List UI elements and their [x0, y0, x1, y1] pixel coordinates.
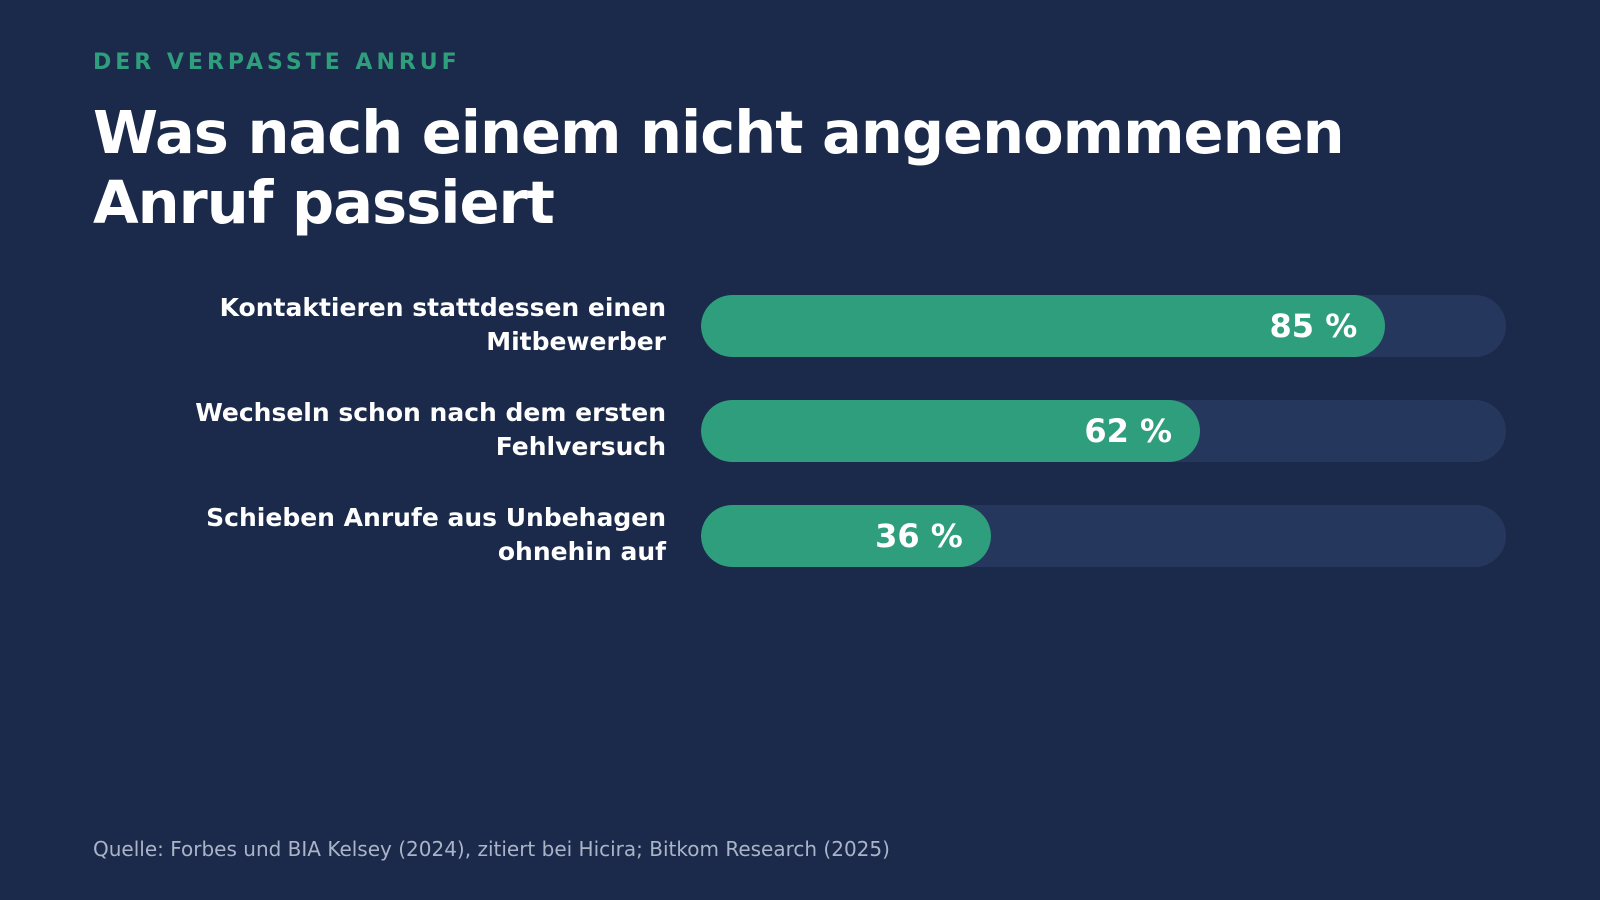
bar-track: 36 %: [701, 505, 1506, 567]
bar-category-label: Kontaktieren stattdessen einen Mitbewerb…: [219, 293, 666, 356]
kicker-label: DER VERPASSTE ANRUF: [93, 50, 461, 75]
bar-value-label: 36 %: [875, 517, 963, 555]
bar-category-label: Wechseln schon nach dem ersten Fehlversu…: [195, 398, 666, 461]
bar: 62 %: [701, 400, 1201, 462]
bar: 36 %: [701, 505, 991, 567]
bar-value-label: 62 %: [1084, 412, 1173, 450]
bar-row: Wechseln schon nach dem ersten Fehlversu…: [0, 398, 1600, 462]
bar: 85 %: [701, 295, 1386, 357]
bar-row: Schieben Anrufe aus Unbehagen ohnehin au…: [0, 503, 1600, 567]
page-title: Was nach einem nicht angenommenen Anruf …: [93, 98, 1345, 237]
bar-row: Kontaktieren stattdessen einen Mitbewerb…: [0, 293, 1600, 357]
bar-value-label: 85 %: [1269, 307, 1358, 345]
source-note: Quelle: Forbes und BIA Kelsey (2024), zi…: [93, 837, 890, 861]
bar-track: 85 %: [701, 295, 1506, 357]
bar-track: 62 %: [701, 400, 1506, 462]
bar-category-label: Schieben Anrufe aus Unbehagen ohnehin au…: [206, 503, 666, 566]
